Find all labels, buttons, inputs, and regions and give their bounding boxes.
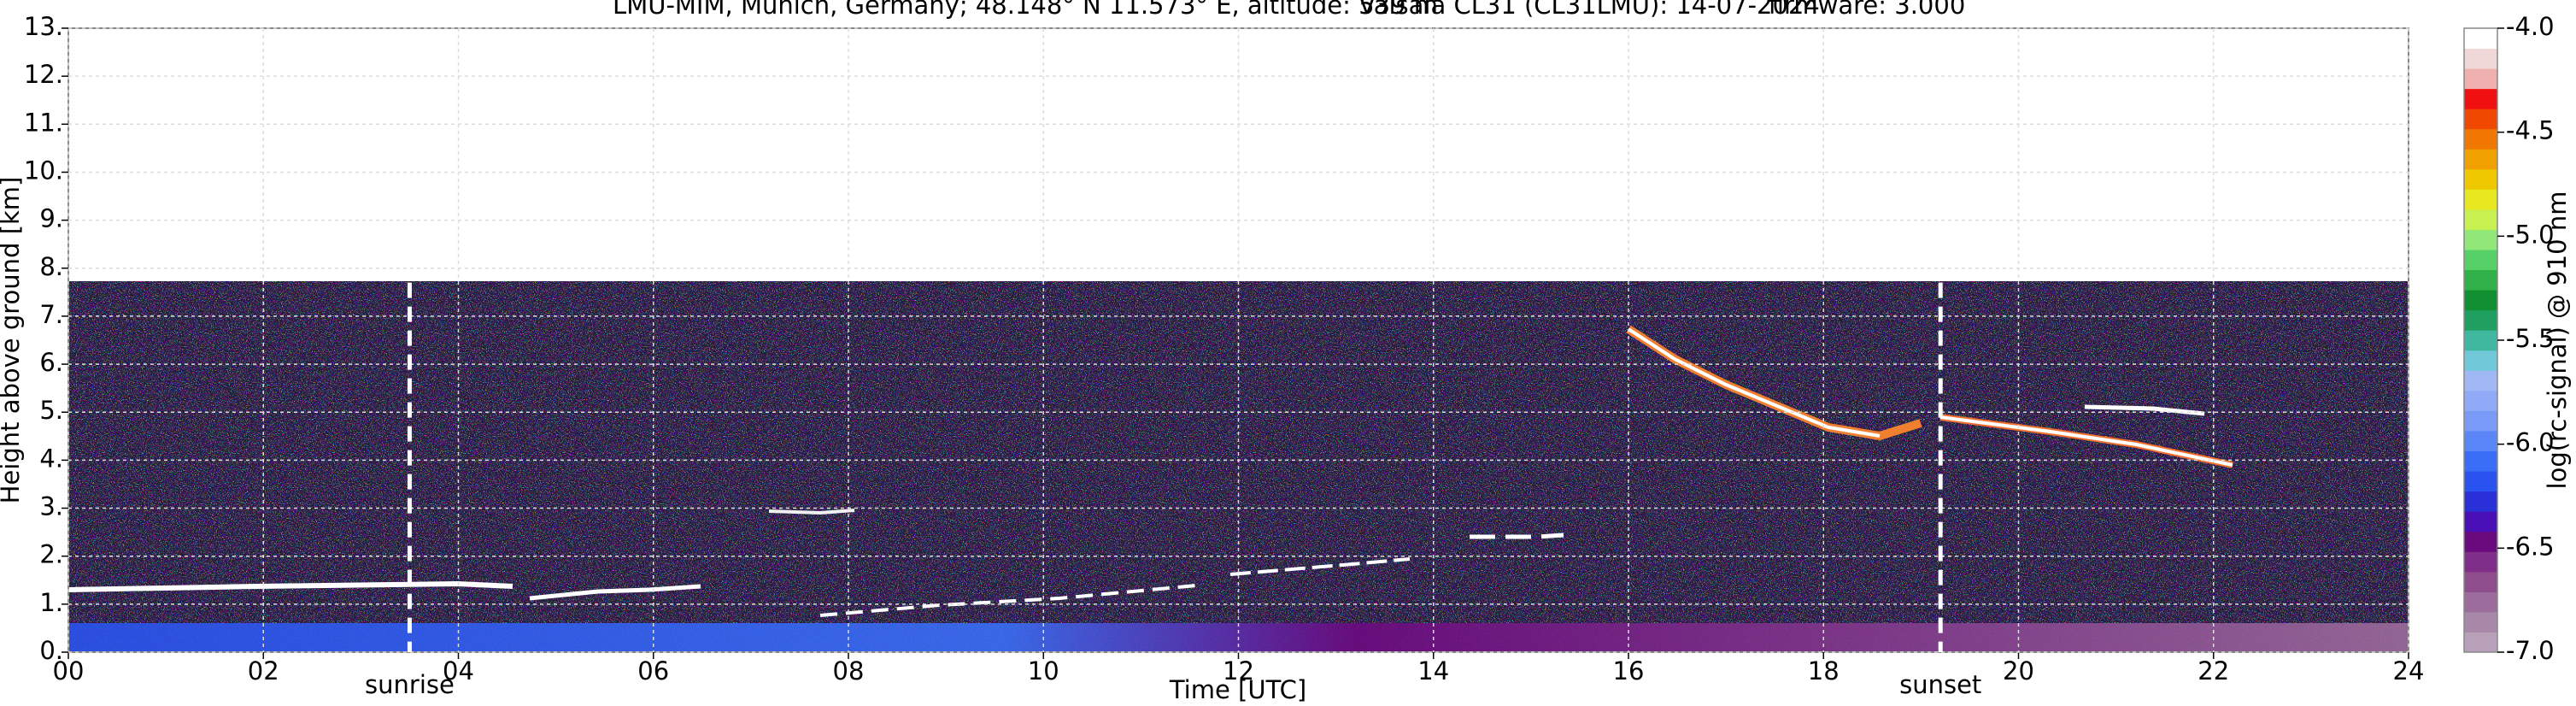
colorbar-tick-label: -6.0 bbox=[2506, 428, 2555, 457]
colorbar-swatch bbox=[2464, 189, 2497, 210]
colorbar-swatch bbox=[2464, 229, 2497, 250]
annotation-label: sunset bbox=[1899, 670, 1981, 699]
colorbar-swatch bbox=[2464, 430, 2497, 452]
colorbar-tick-label: -6.5 bbox=[2506, 532, 2555, 561]
colorbar-swatch bbox=[2464, 370, 2497, 391]
x-tick-label: 04 bbox=[443, 656, 474, 685]
colorbar-swatch bbox=[2464, 290, 2497, 311]
x-tick-label: 16 bbox=[1613, 656, 1645, 685]
colorbar-tick-label: -4.5 bbox=[2506, 116, 2555, 145]
y-tick-label: 1. bbox=[39, 588, 63, 617]
y-tick-label: 6. bbox=[39, 348, 63, 377]
colorbar-swatch bbox=[2464, 128, 2497, 150]
x-tick-label: 18 bbox=[1808, 656, 1840, 685]
colorbar-swatch bbox=[2464, 571, 2497, 592]
colorbar-swatch bbox=[2464, 591, 2497, 613]
y-axis-label: Height above ground [km] bbox=[0, 177, 25, 504]
colorbar-swatch bbox=[2464, 491, 2497, 512]
colorbar-swatch bbox=[2464, 450, 2497, 472]
colorbar-swatch bbox=[2464, 611, 2497, 632]
x-tick-label: 06 bbox=[637, 656, 669, 685]
x-tick-label: 02 bbox=[248, 656, 279, 685]
y-tick-label: 13. bbox=[24, 12, 63, 41]
colorbar-swatch bbox=[2464, 88, 2497, 109]
x-axis-label: Time [UTC] bbox=[1169, 675, 1306, 704]
colorbar-swatch bbox=[2464, 511, 2497, 532]
colorbar-swatch bbox=[2464, 250, 2497, 271]
y-tick-label: 7. bbox=[39, 300, 63, 329]
colorbar-tick-label: -5.0 bbox=[2506, 220, 2555, 249]
annotation-label: sunrise bbox=[365, 670, 455, 699]
colorbar-swatch bbox=[2464, 632, 2497, 653]
colorbar-swatch bbox=[2464, 48, 2497, 69]
x-tick-label: 24 bbox=[2393, 656, 2425, 685]
y-tick-label: 2. bbox=[39, 540, 63, 569]
x-tick-label: 20 bbox=[2003, 656, 2034, 685]
colorbar-swatch bbox=[2464, 209, 2497, 230]
colorbar-swatch bbox=[2464, 551, 2497, 573]
colorbar-swatch bbox=[2464, 309, 2497, 331]
y-tick-label: 11. bbox=[24, 108, 63, 137]
colorbar-swatch bbox=[2464, 269, 2497, 291]
colorbar-label: log(rc-signal) @ 910 nm bbox=[2543, 191, 2572, 490]
colorbar-swatch bbox=[2464, 28, 2497, 50]
y-tick-label: 9. bbox=[39, 204, 63, 233]
x-tick-label: 10 bbox=[1028, 656, 1059, 685]
x-tick-label: 14 bbox=[1417, 656, 1449, 685]
y-tick-label: 4. bbox=[39, 444, 63, 473]
x-tick-label: 08 bbox=[833, 656, 865, 685]
colorbar-swatch bbox=[2464, 68, 2497, 90]
y-tick-label: 5. bbox=[39, 396, 63, 425]
colorbar-swatch bbox=[2464, 168, 2497, 190]
colorbar-swatch bbox=[2464, 531, 2497, 552]
y-tick-label: 12. bbox=[24, 60, 63, 89]
colorbar-swatch bbox=[2464, 149, 2497, 170]
colorbar-tick-label: -4.0 bbox=[2506, 12, 2555, 41]
title: firmware: 3.000 bbox=[1769, 0, 1966, 20]
x-tick-label: 22 bbox=[2198, 656, 2229, 685]
title: LMU-MIM, Munich, Germany; 48.148° N 11.5… bbox=[613, 0, 1438, 20]
x-tick-label: 12 bbox=[1223, 656, 1254, 685]
colorbar-swatch bbox=[2464, 109, 2497, 130]
x-tick-label: 00 bbox=[53, 656, 85, 685]
title: Vaisala CL31 (CL31LMU): 14-07-2024 bbox=[1358, 0, 1820, 20]
y-tick-label: 8. bbox=[39, 252, 63, 281]
colorbar-swatch bbox=[2464, 350, 2497, 371]
colorbar-swatch bbox=[2464, 390, 2497, 411]
y-tick-label: 10. bbox=[24, 156, 63, 185]
colorbar-tick-label: -7.0 bbox=[2506, 636, 2555, 665]
colorbar-swatch bbox=[2464, 330, 2497, 351]
colorbar-swatch bbox=[2464, 471, 2497, 492]
y-tick-label: 3. bbox=[39, 492, 63, 521]
colorbar-swatch bbox=[2464, 410, 2497, 432]
colorbar-tick-label: -5.5 bbox=[2506, 324, 2555, 353]
y-tick-label: 0. bbox=[39, 636, 63, 665]
